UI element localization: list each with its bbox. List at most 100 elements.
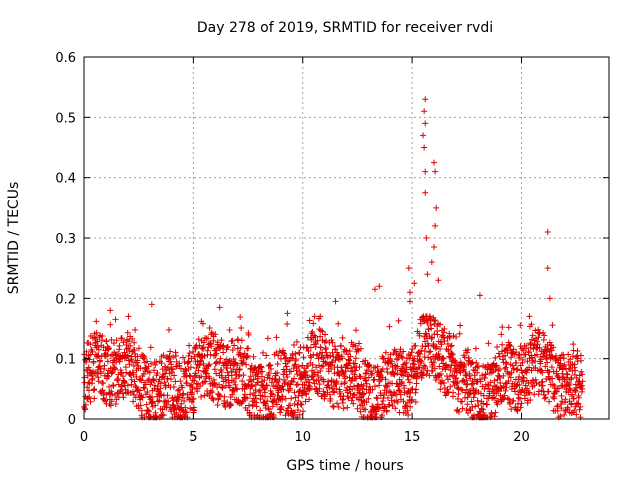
data-point bbox=[159, 374, 166, 381]
data-point bbox=[407, 352, 414, 359]
data-point bbox=[409, 346, 416, 353]
data-point bbox=[191, 407, 198, 414]
data-point bbox=[499, 324, 506, 331]
data-point bbox=[195, 336, 202, 343]
data-point bbox=[362, 357, 369, 364]
data-point bbox=[346, 357, 353, 364]
data-point bbox=[347, 390, 354, 397]
x-tick-label: 15 bbox=[404, 430, 421, 445]
data-point bbox=[221, 393, 228, 400]
data-point bbox=[197, 357, 204, 364]
data-point bbox=[237, 314, 244, 321]
data-point bbox=[363, 380, 370, 387]
data-point bbox=[457, 322, 464, 329]
data-point bbox=[404, 407, 411, 414]
data-point bbox=[487, 379, 494, 386]
data-point bbox=[261, 377, 268, 384]
data-point bbox=[428, 259, 435, 266]
data-point bbox=[117, 367, 124, 374]
data-point bbox=[510, 346, 517, 353]
data-point bbox=[264, 335, 271, 342]
data-point bbox=[125, 313, 132, 320]
data-point bbox=[300, 354, 307, 361]
data-point bbox=[151, 385, 158, 392]
data-point bbox=[539, 382, 546, 389]
data-point bbox=[165, 326, 172, 333]
data-point bbox=[333, 378, 340, 385]
data-point bbox=[575, 400, 582, 407]
data-point bbox=[574, 355, 581, 362]
data-point bbox=[425, 354, 432, 361]
data-point bbox=[394, 363, 401, 370]
data-point bbox=[296, 349, 303, 356]
data-point bbox=[456, 330, 463, 337]
data-point bbox=[130, 398, 137, 405]
data-point bbox=[464, 346, 471, 353]
data-point bbox=[136, 376, 143, 383]
data-point bbox=[548, 364, 555, 371]
data-point bbox=[239, 360, 246, 367]
data-point bbox=[337, 393, 344, 400]
data-point bbox=[286, 385, 293, 392]
data-point bbox=[363, 399, 370, 406]
data-point bbox=[422, 120, 429, 127]
data-point bbox=[222, 403, 229, 410]
data-point bbox=[293, 381, 300, 388]
data-point bbox=[551, 395, 558, 402]
data-point bbox=[455, 408, 462, 415]
data-point bbox=[298, 401, 305, 408]
data-point bbox=[282, 395, 289, 402]
data-point bbox=[521, 375, 528, 382]
data-point bbox=[226, 327, 233, 334]
data-point bbox=[154, 398, 161, 405]
data-point bbox=[509, 362, 516, 369]
data-point bbox=[557, 360, 564, 367]
data-point bbox=[526, 313, 533, 320]
data-point bbox=[542, 394, 549, 401]
data-point bbox=[518, 389, 525, 396]
data-point bbox=[238, 325, 245, 332]
data-point bbox=[575, 394, 582, 401]
data-point bbox=[411, 361, 418, 368]
data-point bbox=[267, 362, 274, 369]
data-point bbox=[464, 394, 471, 401]
data-point bbox=[331, 389, 338, 396]
data-point bbox=[499, 396, 506, 403]
data-point bbox=[384, 394, 391, 401]
data-point bbox=[173, 409, 180, 416]
data-point bbox=[361, 390, 368, 397]
data-point bbox=[129, 388, 136, 395]
data-point bbox=[448, 342, 455, 349]
data-point bbox=[243, 361, 250, 368]
data-point bbox=[541, 395, 548, 402]
data-point bbox=[224, 369, 231, 376]
data-point bbox=[218, 383, 225, 390]
data-point bbox=[492, 409, 499, 416]
data-point bbox=[411, 355, 418, 362]
data-point bbox=[157, 380, 164, 387]
data-point bbox=[447, 343, 454, 350]
data-point bbox=[206, 361, 213, 368]
data-point bbox=[363, 367, 370, 374]
data-point bbox=[149, 398, 156, 405]
data-point bbox=[513, 349, 520, 356]
data-point bbox=[255, 379, 262, 386]
data-point bbox=[522, 351, 529, 358]
data-point bbox=[379, 412, 386, 419]
data-point bbox=[143, 401, 150, 408]
data-point bbox=[502, 364, 509, 371]
data-point bbox=[464, 401, 471, 408]
data-point bbox=[554, 407, 561, 414]
data-point bbox=[557, 413, 564, 420]
data-point bbox=[507, 400, 514, 407]
data-point bbox=[290, 342, 297, 349]
data-point bbox=[495, 350, 502, 357]
data-point bbox=[171, 372, 178, 379]
data-point bbox=[417, 350, 424, 357]
data-point bbox=[137, 365, 144, 372]
data-point bbox=[229, 347, 236, 354]
data-point bbox=[249, 382, 256, 389]
data-point bbox=[311, 313, 318, 320]
data-point bbox=[224, 343, 231, 350]
data-point bbox=[533, 351, 540, 358]
